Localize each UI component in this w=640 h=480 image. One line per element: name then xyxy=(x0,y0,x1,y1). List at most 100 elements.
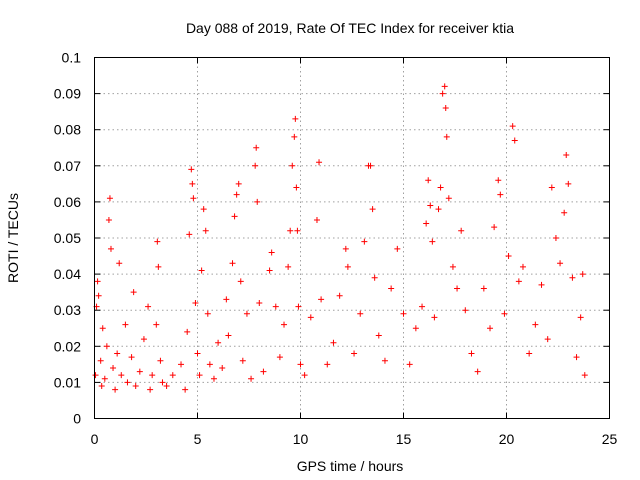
data-point xyxy=(196,372,203,379)
data-point xyxy=(281,321,288,328)
data-point xyxy=(188,166,195,173)
data-point xyxy=(260,368,267,375)
data-point xyxy=(435,206,442,213)
data-point xyxy=(202,227,209,234)
data-point xyxy=(114,350,121,357)
data-point xyxy=(538,281,545,288)
y-tick-label: 0.05 xyxy=(54,230,81,246)
y-tick-labels: 0 0.01 0.02 0.03 0.04 0.05 0.06 0.07 0.08 0.09 0.1 xyxy=(54,50,81,427)
data-point xyxy=(154,238,161,245)
data-point xyxy=(192,299,199,306)
data-point xyxy=(425,177,432,184)
data-point xyxy=(515,278,522,285)
chart-title: Day 088 of 2019, Rate Of TEC Index for r… xyxy=(186,20,514,36)
data-point xyxy=(248,375,255,382)
data-point xyxy=(163,383,170,390)
data-point xyxy=(252,162,259,169)
data-point xyxy=(307,314,314,321)
data-point xyxy=(371,274,378,281)
data-point xyxy=(243,310,250,317)
y-tick-label: 0.08 xyxy=(54,122,81,138)
data-point xyxy=(388,285,395,292)
data-point xyxy=(276,354,283,361)
data-point xyxy=(110,364,117,371)
y-tick-label: 0.01 xyxy=(54,374,81,390)
data-point xyxy=(130,289,137,296)
data-point xyxy=(145,303,152,310)
data-point xyxy=(367,162,374,169)
data-points xyxy=(92,83,588,393)
data-point xyxy=(445,195,452,202)
data-point xyxy=(94,278,101,285)
data-point xyxy=(239,357,246,364)
data-point xyxy=(136,368,143,375)
data-point xyxy=(233,191,240,198)
data-point xyxy=(215,339,222,346)
grid xyxy=(94,57,610,419)
data-point xyxy=(375,332,382,339)
data-point xyxy=(112,386,119,393)
data-point xyxy=(357,310,364,317)
data-point xyxy=(301,372,308,379)
x-tick-label: 20 xyxy=(499,431,515,447)
data-point xyxy=(437,184,444,191)
data-point xyxy=(427,202,434,209)
x-tick-label: 15 xyxy=(396,431,412,447)
data-point xyxy=(480,285,487,292)
data-point xyxy=(344,263,351,270)
data-point xyxy=(219,364,226,371)
data-point xyxy=(526,350,533,357)
data-point xyxy=(159,379,166,386)
data-point xyxy=(198,267,205,274)
data-point xyxy=(441,83,448,90)
data-point xyxy=(439,90,446,97)
data-point xyxy=(330,339,337,346)
x-tick-label: 25 xyxy=(602,431,618,447)
data-point xyxy=(573,354,580,361)
data-point xyxy=(178,361,185,368)
data-point xyxy=(369,206,376,213)
data-point xyxy=(316,159,323,166)
y-axis-label: ROTI / TECUs xyxy=(5,193,21,283)
data-point xyxy=(186,231,193,238)
data-point xyxy=(519,263,526,270)
data-point xyxy=(169,372,176,379)
data-point xyxy=(189,180,196,187)
data-point xyxy=(313,216,320,223)
y-tick-label: 0.09 xyxy=(54,86,81,102)
data-point xyxy=(532,321,539,328)
data-point xyxy=(229,260,236,267)
data-point xyxy=(153,321,160,328)
data-point xyxy=(289,162,296,169)
data-point xyxy=(468,350,475,357)
data-point xyxy=(231,213,238,220)
data-point xyxy=(509,123,516,130)
x-tick-label: 0 xyxy=(91,431,99,447)
data-point xyxy=(210,375,217,382)
data-point xyxy=(423,220,430,227)
data-point xyxy=(487,325,494,332)
data-point xyxy=(235,180,242,187)
data-point xyxy=(342,245,349,252)
data-point xyxy=(194,350,201,357)
data-point xyxy=(429,238,436,245)
data-point xyxy=(491,224,498,231)
data-point xyxy=(443,133,450,140)
data-point xyxy=(474,368,481,375)
data-point xyxy=(287,227,294,234)
data-point xyxy=(563,151,570,158)
data-point xyxy=(253,144,260,151)
data-point xyxy=(95,292,102,299)
data-point xyxy=(225,332,232,339)
data-point xyxy=(454,285,461,292)
y-tick-label: 0 xyxy=(73,411,81,427)
data-point xyxy=(412,325,419,332)
data-point xyxy=(419,303,426,310)
data-point xyxy=(147,386,154,393)
data-point xyxy=(254,198,261,205)
data-point xyxy=(268,249,275,256)
y-tick-label: 0.06 xyxy=(54,194,81,210)
data-point xyxy=(116,260,123,267)
data-point xyxy=(505,253,512,260)
